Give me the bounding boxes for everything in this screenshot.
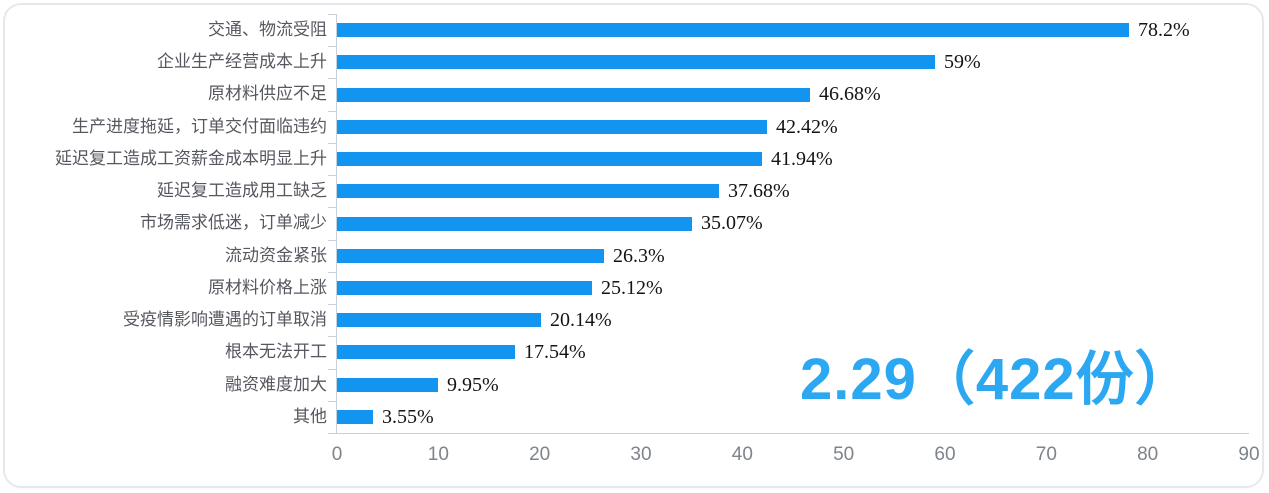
category-label: 原材料价格上涨 bbox=[208, 277, 327, 297]
category-label: 流动资金紧张 bbox=[225, 245, 327, 265]
category-label: 企业生产经营成本上升 bbox=[157, 52, 327, 72]
value-label: 26.3% bbox=[613, 244, 665, 267]
bar bbox=[337, 409, 373, 424]
y-axis-tick bbox=[328, 207, 336, 208]
value-label: 78.2% bbox=[1138, 19, 1190, 41]
value-label: 9.95% bbox=[447, 373, 499, 396]
value-label: 25.12% bbox=[601, 276, 663, 299]
y-axis-tick bbox=[328, 78, 336, 79]
value-label: 46.68% bbox=[819, 83, 881, 106]
value-label: 59% bbox=[944, 51, 981, 74]
y-axis-line bbox=[336, 14, 337, 433]
bar bbox=[337, 119, 767, 134]
y-axis-tick bbox=[328, 304, 336, 305]
value-label: 41.94% bbox=[771, 147, 833, 170]
x-axis-tick-label: 80 bbox=[1137, 444, 1159, 465]
bar bbox=[337, 280, 592, 295]
y-axis-tick bbox=[328, 111, 336, 112]
bar bbox=[337, 55, 935, 70]
x-axis-tick-label: 30 bbox=[630, 444, 652, 465]
bar bbox=[337, 345, 515, 360]
value-label: 3.55% bbox=[382, 405, 434, 428]
x-axis-tick-label: 60 bbox=[934, 444, 956, 465]
y-axis-tick bbox=[328, 401, 336, 402]
category-label: 交通、物流受阻 bbox=[208, 20, 327, 39]
x-axis-tick-label: 0 bbox=[331, 444, 343, 465]
y-axis-tick bbox=[328, 14, 336, 15]
x-axis-line bbox=[328, 433, 1249, 434]
y-axis-tick bbox=[328, 369, 336, 370]
bar bbox=[337, 23, 1129, 38]
value-label: 20.14% bbox=[550, 309, 612, 332]
category-label: 原材料供应不足 bbox=[208, 84, 327, 104]
category-label: 延迟复工造成工资薪金成本明显上升 bbox=[55, 148, 327, 168]
x-axis-tick-label: 90 bbox=[1238, 444, 1260, 465]
bar bbox=[337, 313, 541, 328]
x-axis-tick-label: 10 bbox=[427, 444, 449, 465]
bar bbox=[337, 248, 604, 263]
category-label: 其他 bbox=[293, 406, 327, 426]
bar bbox=[337, 152, 762, 167]
bar bbox=[337, 216, 692, 231]
y-axis-tick bbox=[328, 272, 336, 273]
value-label: 37.68% bbox=[728, 180, 790, 203]
y-axis-tick bbox=[328, 46, 336, 47]
category-label: 延迟复工造成用工缺乏 bbox=[157, 181, 327, 201]
category-label: 受疫情影响遭遇的订单取消 bbox=[123, 310, 327, 330]
x-axis-tick-label: 20 bbox=[529, 444, 551, 465]
value-label: 35.07% bbox=[701, 212, 763, 235]
value-label: 42.42% bbox=[776, 115, 838, 138]
category-label: 市场需求低迷，订单减少 bbox=[140, 213, 327, 233]
annotation-text: 2.29（422份） bbox=[800, 347, 1194, 412]
y-axis-tick bbox=[328, 175, 336, 176]
value-label: 17.54% bbox=[524, 341, 586, 364]
y-axis-tick bbox=[328, 240, 336, 241]
x-axis-tick-label: 70 bbox=[1035, 444, 1057, 465]
category-label: 融资难度加大 bbox=[225, 374, 327, 394]
x-axis-tick-label: 50 bbox=[833, 444, 855, 465]
bar bbox=[337, 184, 719, 199]
x-axis-tick-label: 40 bbox=[731, 444, 753, 465]
bar bbox=[337, 87, 810, 102]
category-label: 生产进度拖延，订单交付面临违约 bbox=[72, 116, 327, 136]
category-label: 根本无法开工 bbox=[225, 342, 327, 362]
y-axis-tick bbox=[328, 336, 336, 337]
y-axis-tick bbox=[328, 143, 336, 144]
chart-card bbox=[3, 3, 1264, 488]
bar bbox=[337, 377, 438, 392]
